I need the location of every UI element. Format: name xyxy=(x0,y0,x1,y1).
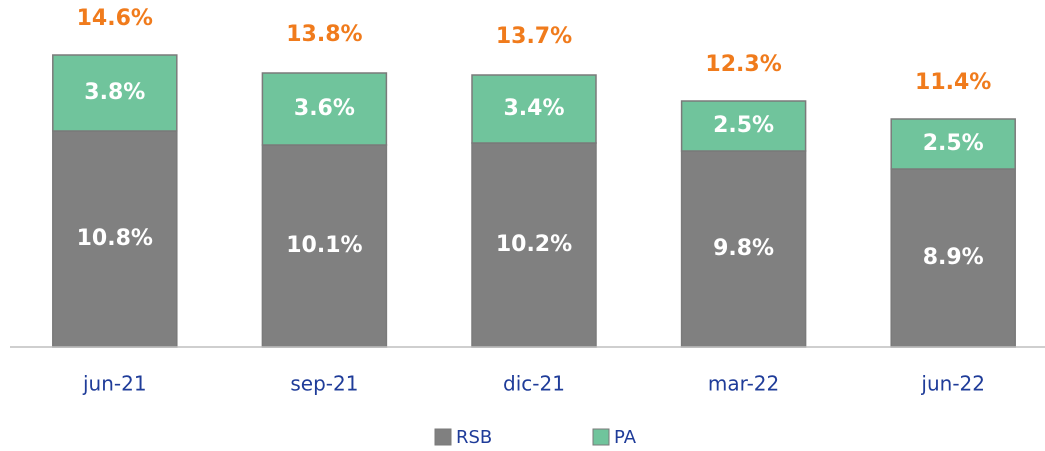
data-label: 3.8% xyxy=(84,80,145,105)
data-label: 10.1% xyxy=(286,233,362,258)
bar-segment xyxy=(52,130,178,348)
bar-segment xyxy=(471,74,597,144)
legend-swatch xyxy=(592,428,610,446)
bar-segment xyxy=(261,72,388,146)
bar-segment xyxy=(890,118,1016,170)
x-tick-label: mar-22 xyxy=(708,372,779,396)
total-label: 11.4% xyxy=(915,70,991,95)
total-label: 13.8% xyxy=(286,22,362,47)
x-tick-label: sep-21 xyxy=(290,372,358,396)
data-label: 9.8% xyxy=(713,236,774,261)
bar-segment xyxy=(471,142,597,348)
x-tick-label: jun-21 xyxy=(82,372,147,396)
x-tick-label: jun-22 xyxy=(920,372,985,396)
data-label: 3.6% xyxy=(294,96,355,121)
legend-label: PA xyxy=(614,427,637,448)
data-label: 10.2% xyxy=(496,232,572,257)
bar-segment xyxy=(680,100,807,152)
bar-segment xyxy=(52,54,178,132)
data-label: 10.8% xyxy=(77,226,153,251)
data-label: 2.5% xyxy=(713,113,774,138)
total-label: 14.6% xyxy=(77,6,153,31)
total-label: 12.3% xyxy=(705,52,781,77)
legend-label: RSB xyxy=(456,427,492,448)
data-label: 8.9% xyxy=(923,245,984,270)
data-label: 2.5% xyxy=(923,131,984,156)
total-label: 13.7% xyxy=(496,24,572,49)
legend-swatch xyxy=(434,428,452,446)
x-tick-label: dic-21 xyxy=(503,372,565,396)
data-label: 3.4% xyxy=(503,96,564,121)
